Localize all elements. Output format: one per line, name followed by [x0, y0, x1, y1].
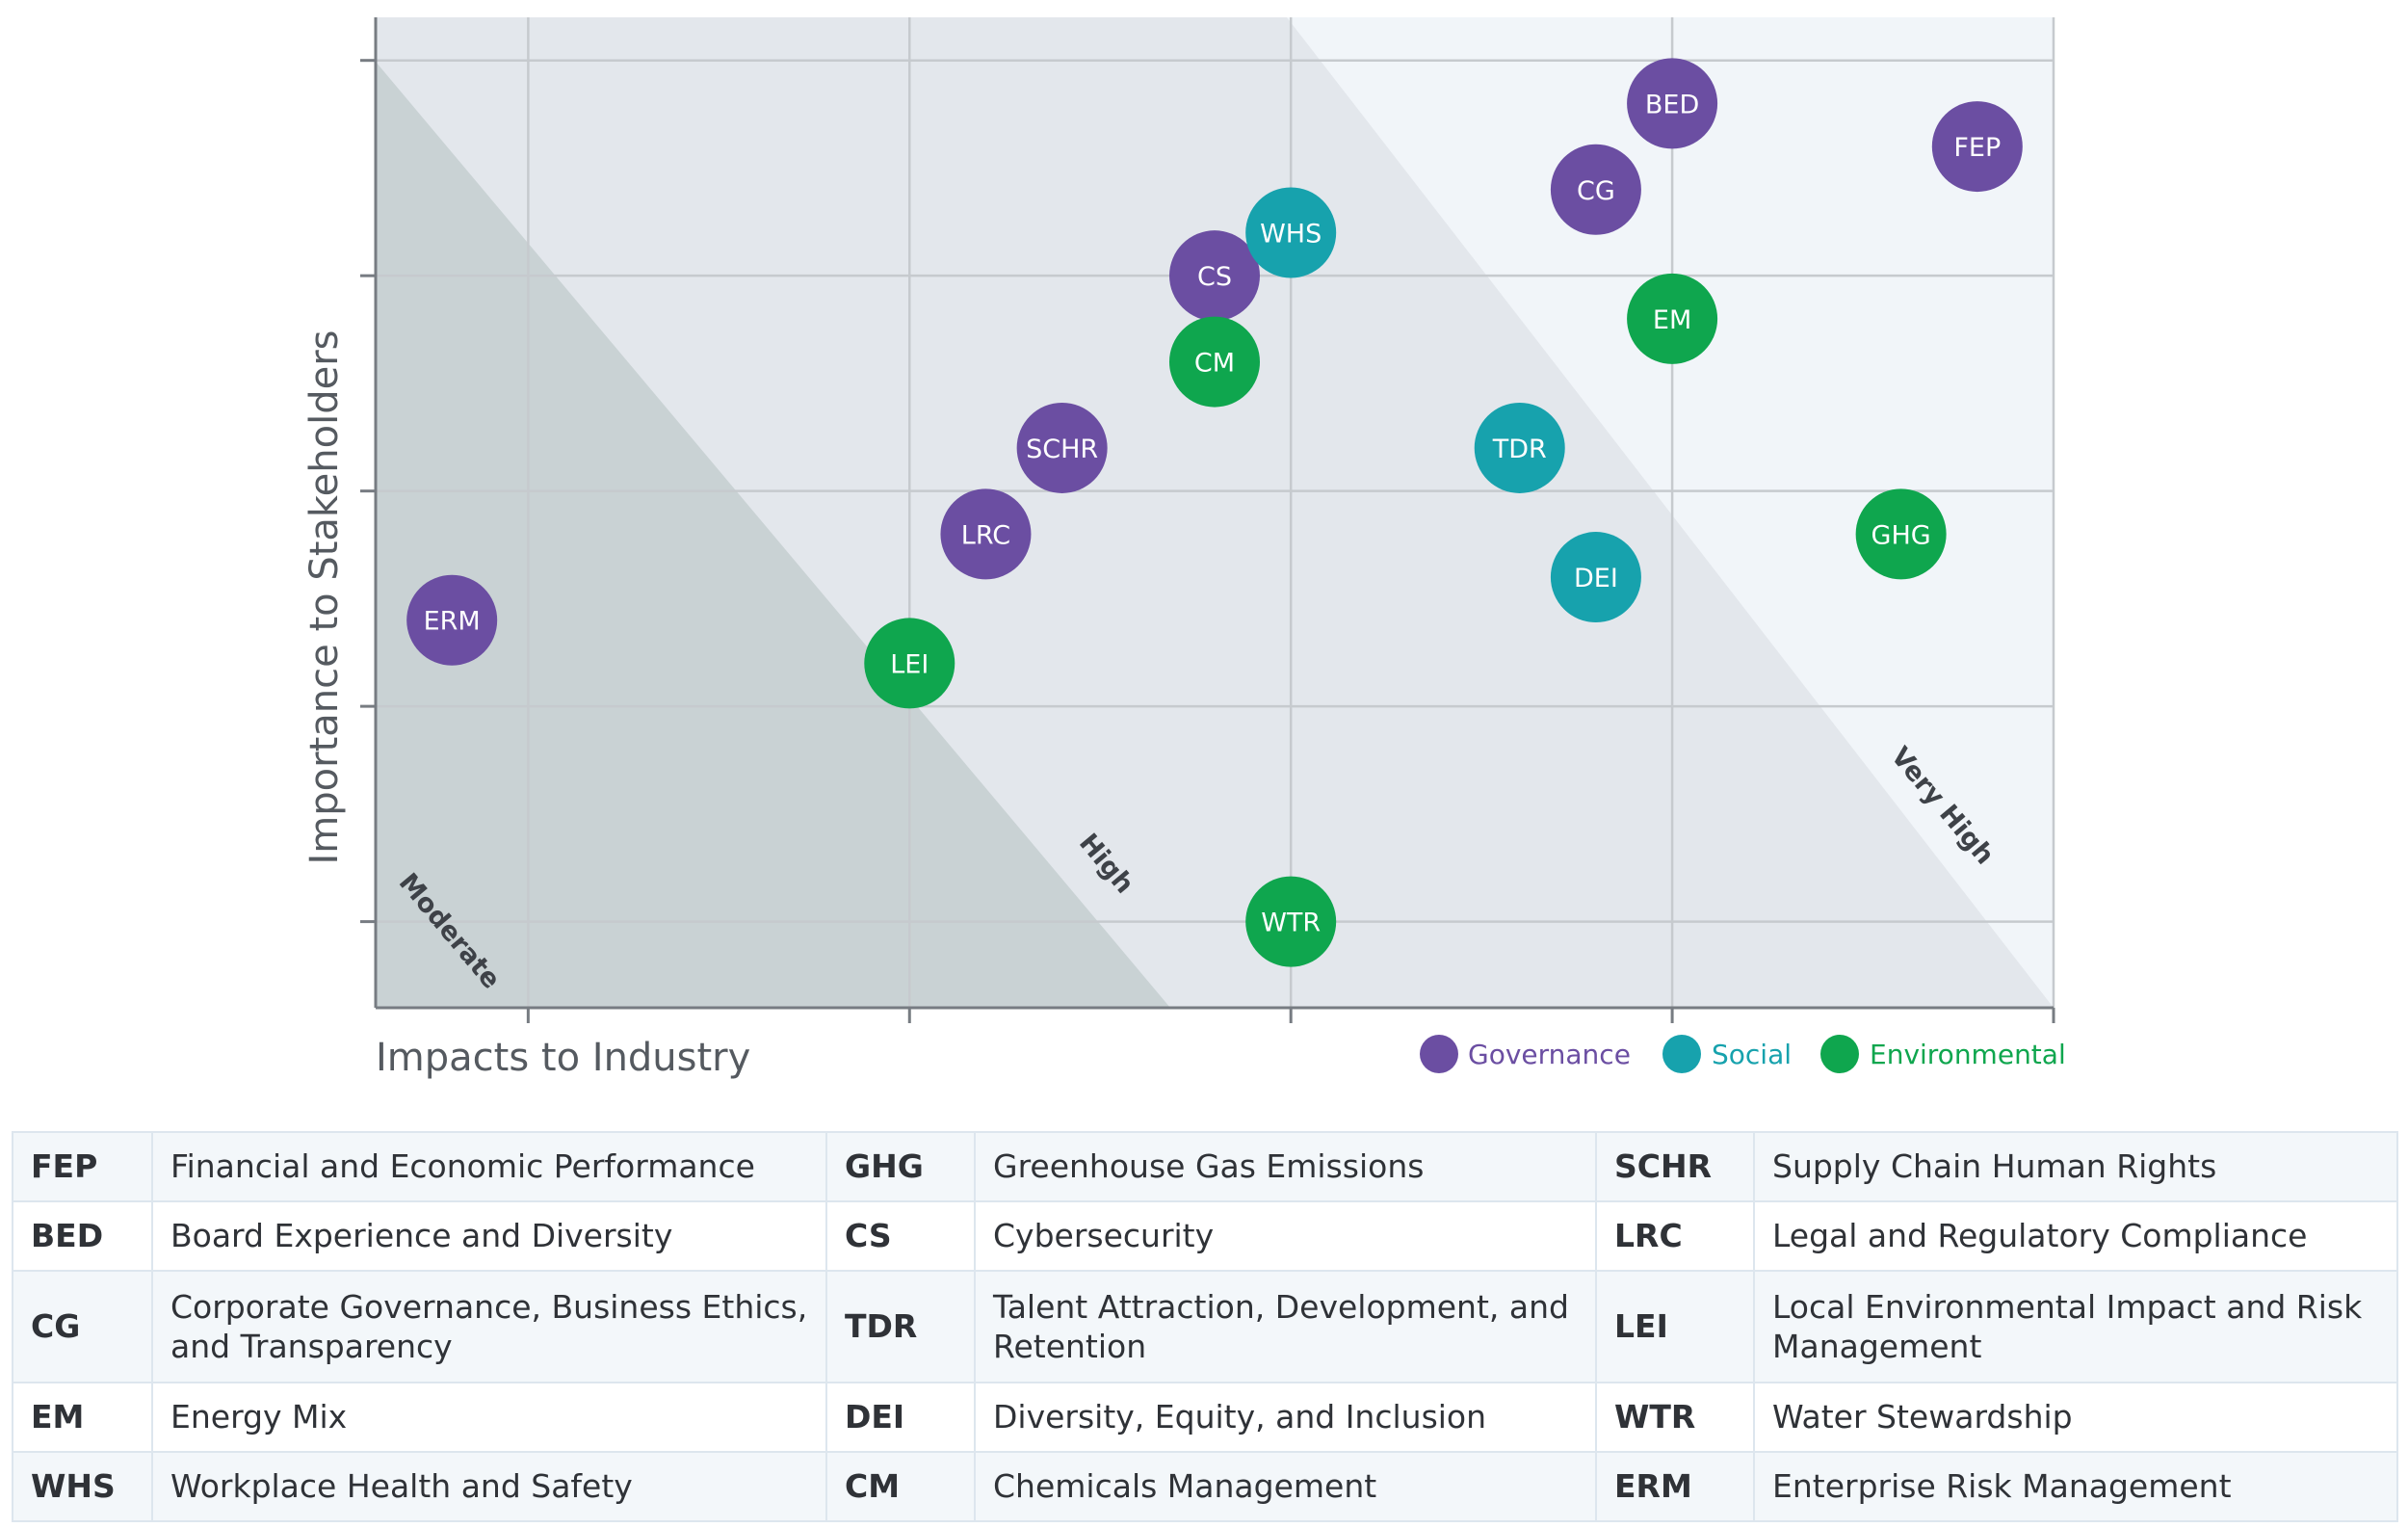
definition-name: Workplace Health and Safety	[151, 1451, 827, 1522]
definition-abbreviation: BED	[12, 1200, 153, 1272]
bubble-lrc	[940, 488, 1032, 580]
chart-legend: Governance Social Environmental	[1420, 1035, 2066, 1073]
table-row: BED Board Experience and Diversity CS Cyber…	[12, 1200, 2398, 1272]
bubble-label-lrc: LRC	[961, 520, 1010, 550]
materiality-chart: Moderate High Very High Importance to St…	[302, 17, 2066, 1080]
bubble-wtr	[1245, 876, 1337, 967]
bubble-label-dei: DEI	[1574, 564, 1618, 593]
legend-label-social: Social	[1712, 1039, 1792, 1070]
legend-label-governance: Governance	[1468, 1039, 1631, 1070]
definition-abbreviation: DEI	[825, 1382, 976, 1453]
definition-name: Talent Attraction, Development, and Rete…	[974, 1270, 1597, 1383]
table-row: WHS Workplace Health and Safety CM Chemical…	[12, 1451, 2398, 1522]
bubble-label-cg: CG	[1577, 176, 1615, 206]
bubble-lei	[864, 618, 955, 709]
definition-abbreviation: CM	[825, 1451, 976, 1522]
definition-name: Enterprise Risk Management	[1753, 1451, 2398, 1522]
bubble-label-fep: FEP	[1953, 133, 2001, 163]
definition-abbreviation: WHS	[12, 1451, 153, 1522]
bubbles: BED FEP CG CS SCHR LRC ERM WHS TDR DEI EM CM GHG LEI W…	[406, 58, 2023, 967]
table-row: FEP Financial and Economic Performance GHG…	[12, 1131, 2398, 1202]
y-axis-title: Importance to Stakeholders	[302, 330, 347, 865]
bubble-label-whs: WHS	[1260, 219, 1322, 249]
grid-lines	[376, 17, 2055, 1008]
bubble-fep	[1931, 101, 2023, 193]
bubble-cm	[1169, 316, 1260, 408]
definition-name: Corporate Governance, Business Ethics, a…	[151, 1270, 827, 1383]
bubble-label-bed: BED	[1645, 90, 1699, 119]
definition-name: Legal and Regulatory Compliance	[1753, 1200, 2398, 1272]
bubble-cs	[1169, 230, 1260, 322]
definition-abbreviation: FEP	[12, 1131, 153, 1202]
bubble-label-tdr: TDR	[1492, 435, 1547, 464]
x-axis-title: Impacts to Industry	[376, 1036, 750, 1080]
definition-abbreviation: CS	[825, 1200, 976, 1272]
bubble-label-cs: CS	[1197, 262, 1232, 292]
definition-name: Board Experience and Diversity	[151, 1200, 827, 1272]
definitions-table: FEP Financial and Economic Performance GHG…	[12, 1131, 2398, 1522]
bubble-label-wtr: WTR	[1261, 909, 1321, 938]
definition-abbreviation: WTR	[1595, 1382, 1755, 1453]
legend-swatch-environmental	[1820, 1035, 1859, 1073]
definition-abbreviation: SCHR	[1595, 1131, 1755, 1202]
definition-abbreviation: GHG	[825, 1131, 976, 1202]
definition-name: Cybersecurity	[974, 1200, 1597, 1272]
bubble-label-em: EM	[1653, 305, 1691, 335]
definition-name: Diversity, Equity, and Inclusion	[974, 1382, 1597, 1453]
bubble-schr	[1016, 402, 1108, 493]
definition-name: Water Stewardship	[1753, 1382, 2398, 1453]
definition-abbreviation: EM	[12, 1382, 153, 1453]
definition-abbreviation: CG	[12, 1270, 153, 1383]
definition-abbreviation: LRC	[1595, 1200, 1755, 1272]
bubble-cg	[1550, 144, 1641, 235]
bubble-dei	[1550, 532, 1641, 623]
legend-swatch-social	[1662, 1035, 1701, 1073]
bubble-tdr	[1474, 402, 1565, 493]
bubble-label-erm: ERM	[424, 607, 481, 637]
definition-abbreviation: ERM	[1595, 1451, 1755, 1522]
table-row: CG Corporate Governance, Business Ethics,…	[12, 1270, 2398, 1383]
bubble-label-cm: CM	[1194, 349, 1235, 379]
legend-swatch-governance	[1420, 1035, 1458, 1073]
bubble-bed	[1627, 58, 1718, 149]
zone-moderate	[376, 62, 1170, 1008]
axes	[360, 17, 2055, 1023]
definition-abbreviation: TDR	[825, 1270, 976, 1383]
bubble-whs	[1245, 187, 1337, 278]
definition-name: Chemicals Management	[974, 1451, 1597, 1522]
bubble-em	[1627, 273, 1718, 364]
bubble-ghg	[1855, 488, 1947, 580]
bubble-erm	[406, 574, 498, 666]
bubble-label-schr: SCHR	[1026, 435, 1098, 464]
definition-name: Local Environmental Impact and Risk Mana…	[1753, 1270, 2398, 1383]
bubble-label-ghg: GHG	[1871, 520, 1931, 550]
table-row: EM Energy Mix DEI Diversity, Equity, and In…	[12, 1382, 2398, 1453]
bubble-label-lei: LEI	[890, 649, 929, 679]
definition-name: Financial and Economic Performance	[151, 1131, 827, 1202]
definition-abbreviation: LEI	[1595, 1270, 1755, 1383]
definition-name: Energy Mix	[151, 1382, 827, 1453]
definition-name: Greenhouse Gas Emissions	[974, 1131, 1597, 1202]
legend-label-environmental: Environmental	[1870, 1039, 2066, 1070]
definition-name: Supply Chain Human Rights	[1753, 1131, 2398, 1202]
